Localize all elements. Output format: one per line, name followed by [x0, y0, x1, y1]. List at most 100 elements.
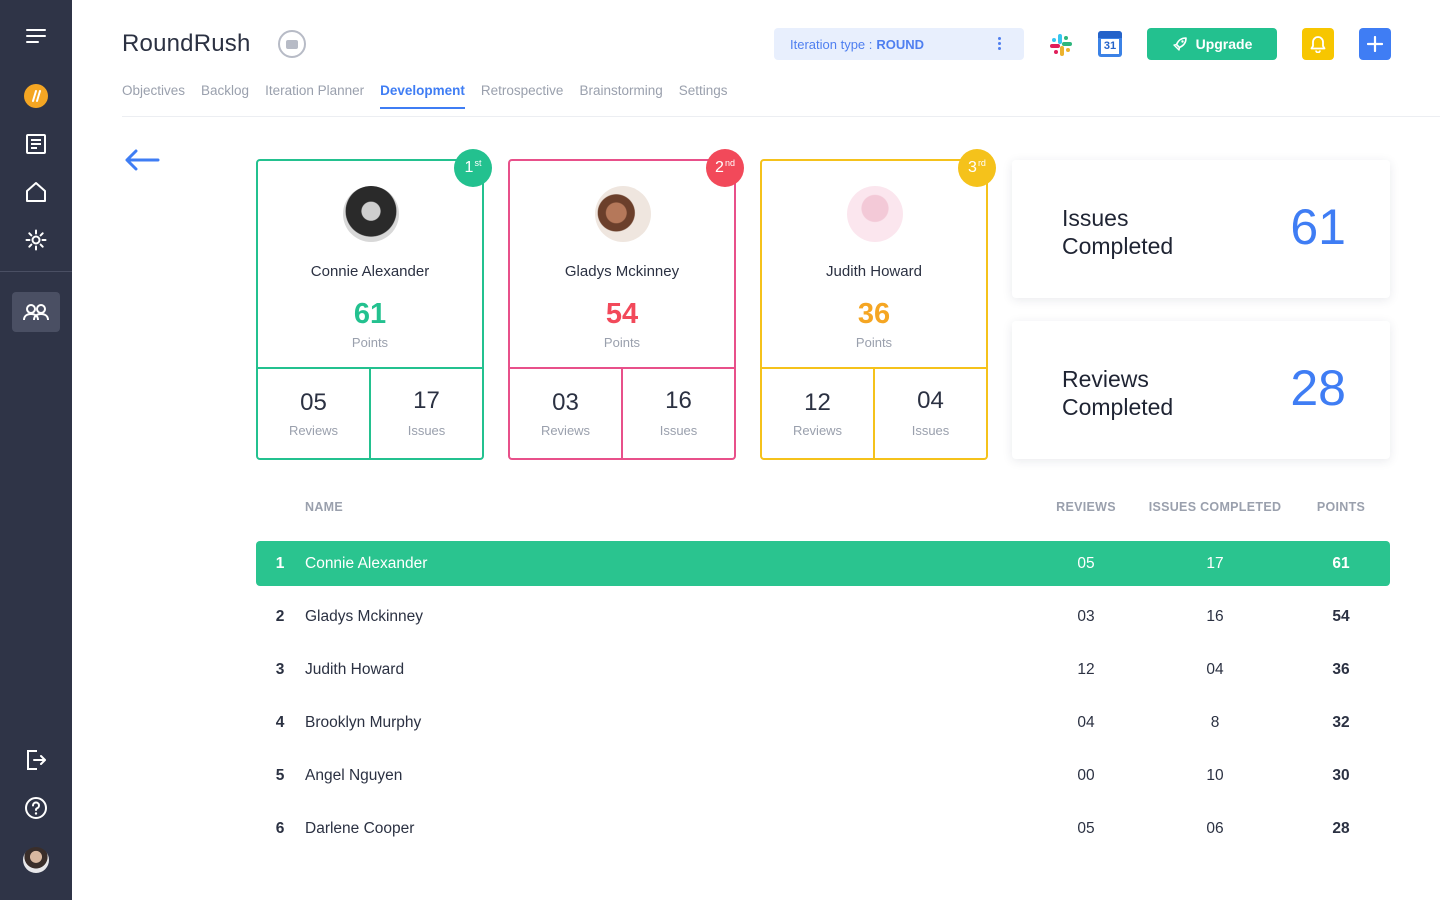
- calendar-icon[interactable]: 31: [1098, 31, 1122, 57]
- upgrade-button[interactable]: Upgrade: [1147, 28, 1277, 60]
- row-rank: 6: [275, 820, 285, 837]
- issues-completed-card: Issues Completed 61: [1012, 160, 1390, 298]
- summary-value: 28: [1290, 360, 1346, 416]
- notifications-button[interactable]: [1302, 28, 1334, 60]
- table-row[interactable]: 5 Angel Nguyen 00 10 30: [256, 753, 1390, 798]
- row-reviews: 04: [1077, 714, 1095, 731]
- slack-icon[interactable]: [1048, 32, 1074, 58]
- row-points: 54: [1332, 608, 1350, 625]
- table-header: NAME REVIEWS ISSUES COMPLETED POINTS: [256, 500, 1390, 518]
- row-name: Brooklyn Murphy: [305, 714, 422, 731]
- row-rank: 2: [275, 608, 285, 625]
- row-rank: 4: [275, 714, 285, 731]
- row-points: 32: [1332, 714, 1350, 731]
- logout-icon[interactable]: [0, 740, 72, 780]
- member-name: Connie Alexander: [310, 263, 430, 280]
- logo-icon[interactable]: [0, 76, 72, 116]
- reviews-stat: 03 Reviews: [540, 389, 591, 438]
- sidebar: [0, 0, 72, 900]
- table-row[interactable]: 4 Brooklyn Murphy 04 8 32: [256, 700, 1390, 745]
- row-reviews: 12: [1077, 661, 1095, 678]
- video-icon[interactable]: [278, 30, 306, 58]
- iteration-type-selector[interactable]: Iteration type : ROUND: [774, 28, 1024, 60]
- issues-stat: 04 Issues: [873, 369, 986, 460]
- points-label: Points: [855, 335, 893, 350]
- row-name: Judith Howard: [305, 661, 405, 678]
- upgrade-label: Upgrade: [1195, 36, 1253, 52]
- tabs-divider: [122, 116, 1440, 117]
- reviews-stat: 05 Reviews: [288, 389, 339, 438]
- reviews-completed-card: Reviews Completed 28: [1012, 321, 1390, 459]
- column-issues-completed[interactable]: ISSUES COMPLETED: [1148, 500, 1282, 514]
- table-row[interactable]: 1 Connie Alexander 05 17 61: [256, 541, 1390, 586]
- table-row[interactable]: 2 Gladys Mckinney 03 16 54: [256, 594, 1390, 639]
- sidebar-divider: [0, 271, 72, 272]
- row-points: 36: [1332, 661, 1350, 678]
- bell-icon: [1310, 36, 1326, 53]
- menu-icon[interactable]: [0, 16, 72, 56]
- row-issues: 16: [1206, 608, 1224, 625]
- row-name: Connie Alexander: [305, 555, 428, 572]
- column-points[interactable]: POINTS: [1316, 500, 1366, 514]
- row-reviews: 00: [1077, 767, 1095, 784]
- more-options-icon[interactable]: [998, 37, 1002, 50]
- avatar: [343, 186, 399, 242]
- row-issues: 06: [1206, 820, 1224, 837]
- home-icon[interactable]: [0, 172, 72, 212]
- row-name: Angel Nguyen: [305, 767, 403, 784]
- table-row[interactable]: 3 Judith Howard 12 04 36: [256, 647, 1390, 692]
- row-issues: 04: [1206, 661, 1224, 678]
- tab-brainstorming[interactable]: Brainstorming: [579, 83, 663, 98]
- row-name: Darlene Cooper: [305, 820, 415, 837]
- points-label: Points: [603, 335, 641, 350]
- tab-development[interactable]: Development: [380, 83, 465, 109]
- iteration-type-label: Iteration type :: [790, 36, 873, 52]
- issues-stat: 17 Issues: [369, 369, 482, 460]
- tab-iteration-planner[interactable]: Iteration Planner: [265, 83, 365, 98]
- member-name: Gladys Mckinney: [564, 263, 680, 280]
- tab-objectives[interactable]: Objectives: [122, 83, 186, 98]
- tab-retrospective[interactable]: Retrospective: [480, 83, 564, 98]
- row-issues: 17: [1206, 555, 1224, 572]
- project-tabs: Objectives Backlog Iteration Planner Dev…: [122, 83, 728, 109]
- document-icon[interactable]: [0, 124, 72, 164]
- points-label: Points: [351, 335, 389, 350]
- issues-stat: 16 Issues: [621, 369, 734, 460]
- app-title: RoundRush: [122, 30, 251, 57]
- avatar: [595, 186, 651, 242]
- settings-icon[interactable]: [0, 220, 72, 260]
- help-icon[interactable]: [0, 788, 72, 828]
- add-button[interactable]: [1359, 28, 1391, 60]
- summary-label: Reviews Completed: [1062, 366, 1174, 420]
- summary-value: 61: [1290, 199, 1346, 255]
- iteration-type-value: ROUND: [876, 36, 925, 52]
- row-reviews: 05: [1077, 555, 1095, 572]
- summary-label: Issues Completed: [1062, 205, 1174, 259]
- column-name[interactable]: NAME: [305, 500, 344, 514]
- row-issues: 10: [1206, 767, 1224, 784]
- avatar: [847, 186, 903, 242]
- row-issues: 8: [1210, 714, 1220, 731]
- row-points: 28: [1332, 820, 1350, 837]
- points-value: 61: [353, 298, 387, 330]
- row-reviews: 05: [1077, 820, 1095, 837]
- tab-settings[interactable]: Settings: [678, 83, 728, 98]
- row-name: Gladys Mckinney: [305, 608, 424, 625]
- back-arrow-icon[interactable]: [122, 145, 162, 175]
- team-icon[interactable]: [12, 292, 60, 332]
- column-reviews[interactable]: REVIEWS: [1056, 500, 1116, 514]
- user-avatar[interactable]: [0, 840, 72, 880]
- row-rank: 3: [275, 661, 285, 678]
- row-points: 61: [1332, 555, 1350, 572]
- member-name: Judith Howard: [826, 263, 922, 280]
- table-row[interactable]: 6 Darlene Cooper 05 06 28: [256, 806, 1390, 851]
- row-reviews: 03: [1077, 608, 1095, 625]
- tab-backlog[interactable]: Backlog: [201, 83, 250, 98]
- row-rank: 5: [275, 767, 285, 784]
